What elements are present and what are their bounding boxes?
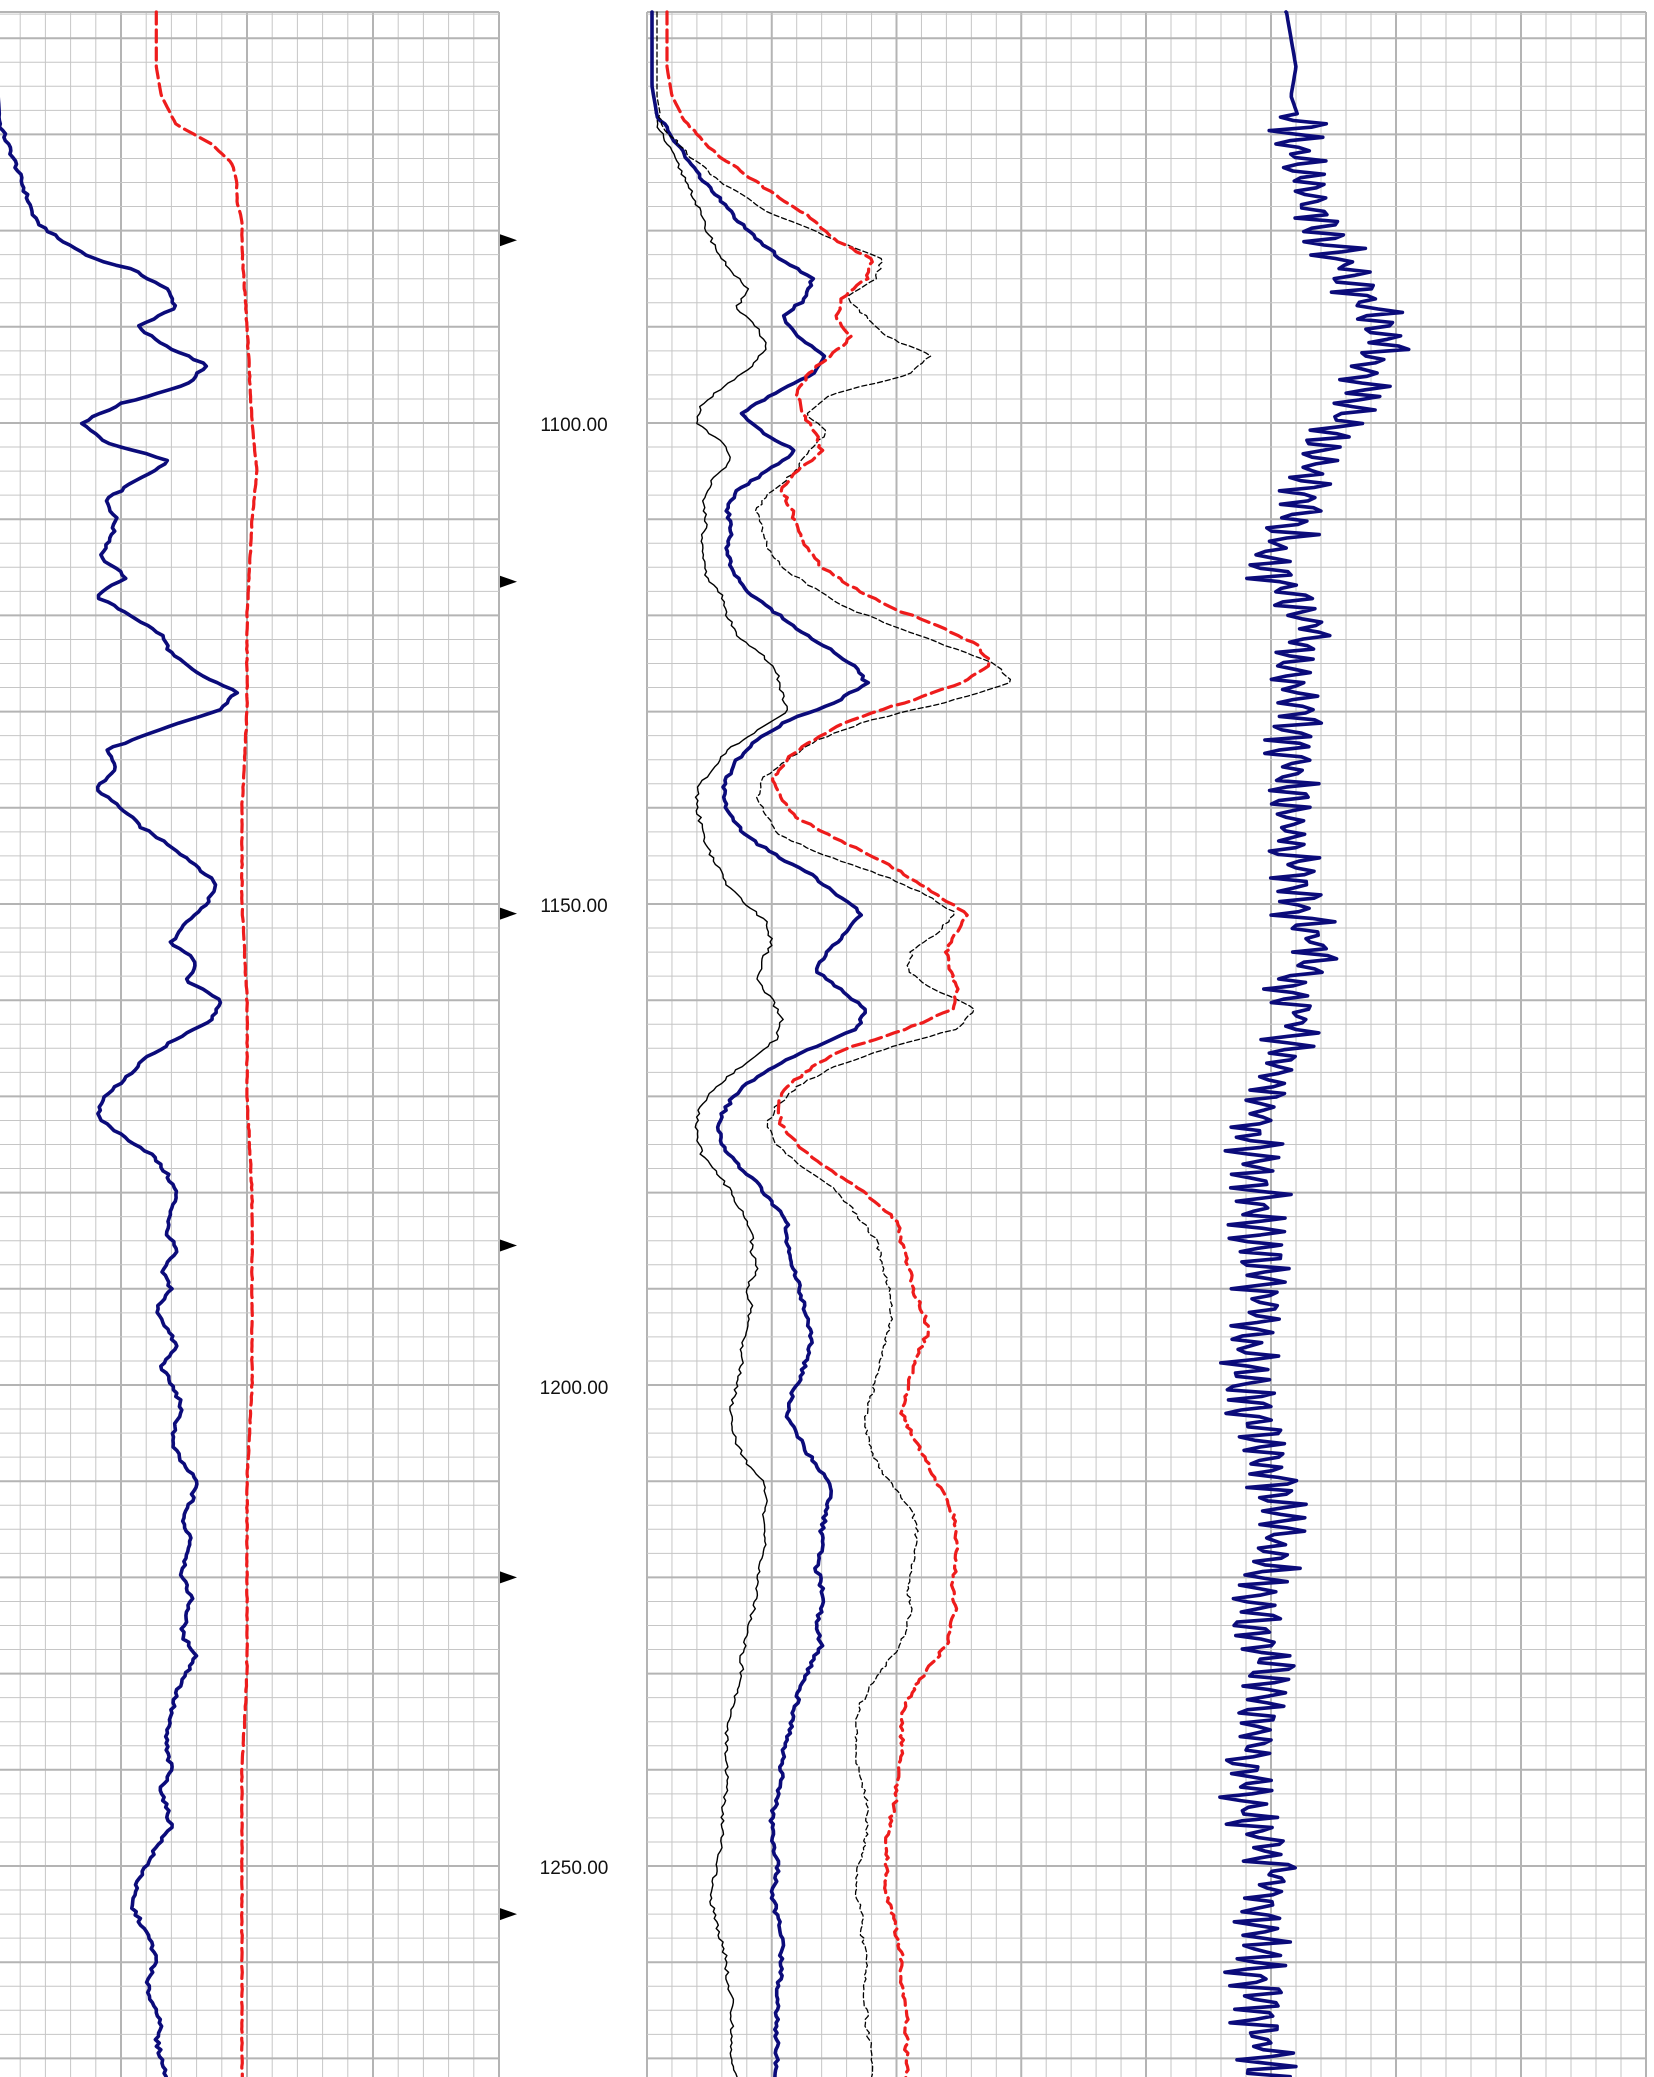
log-curve-track2-black-solid: [651, 11, 788, 2077]
depth-marker-arrow: [500, 1908, 517, 1921]
log-curve-track3-navy-solid: [1218, 10, 1411, 2077]
depth-marker-arrow: [500, 907, 517, 920]
depth-marker-arrow: [500, 575, 517, 588]
log-curve-track2-black-dashed: [656, 11, 1012, 2077]
log-curve-track1-red-dashed: [154, 10, 259, 2077]
depth-label-1250: 1250.00: [540, 1858, 609, 1879]
depth-label-1150: 1150.00: [540, 896, 607, 917]
depth-label-1100: 1100.00: [540, 415, 607, 436]
log-curve-track2-navy-solid: [650, 10, 871, 2077]
grid-layer: [0, 11, 1647, 2077]
depth-marker-arrow: [500, 234, 517, 247]
depth-marker-arrow: [500, 1571, 517, 1584]
log-curve-track1-navy-solid: [0, 96, 240, 2077]
depth-label-1200: 1200.00: [540, 1378, 609, 1399]
curve-layer: [0, 10, 1411, 2077]
depth-axis: 1100.00 1150.00 1200.00 1250.00: [500, 234, 609, 1921]
log-curve-track2-red-dashed: [665, 10, 992, 2077]
depth-marker-arrow: [500, 1239, 517, 1252]
